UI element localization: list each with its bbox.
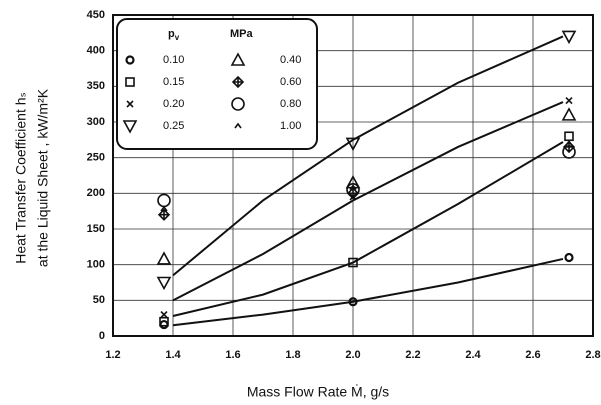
marker bbox=[160, 205, 168, 212]
marker bbox=[565, 97, 573, 105]
y-tick-label: 100 bbox=[87, 259, 105, 271]
y-tick-label: 350 bbox=[87, 80, 105, 92]
marker bbox=[159, 316, 169, 327]
marker bbox=[346, 182, 360, 197]
legend-label: 0.60 bbox=[280, 76, 301, 88]
marker bbox=[157, 208, 171, 221]
legend-box bbox=[116, 18, 318, 150]
marker bbox=[231, 97, 245, 111]
y-tick-label: 200 bbox=[87, 187, 105, 199]
legend-label: 0.25 bbox=[163, 120, 184, 132]
x-tick-label: 2.2 bbox=[405, 349, 420, 361]
x-tick-label: 1.2 bbox=[105, 349, 120, 361]
y-axis-label: Heat Transfer Coefficient hₛ bbox=[13, 92, 29, 264]
marker bbox=[349, 184, 357, 191]
marker bbox=[125, 77, 135, 87]
x-tick-label: 2.4 bbox=[465, 349, 481, 361]
marker bbox=[125, 55, 135, 65]
fit-curve bbox=[172, 101, 564, 302]
marker bbox=[230, 52, 246, 66]
marker bbox=[348, 297, 358, 307]
marker bbox=[159, 319, 169, 330]
legend-label: 0.10 bbox=[163, 54, 184, 66]
y-tick-label: 250 bbox=[87, 152, 105, 164]
legend-title: MPa bbox=[230, 28, 254, 40]
x-tick-label: 2.0 bbox=[345, 349, 360, 361]
legend-label: 0.80 bbox=[280, 98, 301, 110]
x-tick-label: 2.8 bbox=[585, 349, 600, 361]
marker bbox=[231, 75, 245, 89]
x-tick-label: 1.4 bbox=[165, 349, 181, 361]
y-tick-label: 400 bbox=[87, 45, 105, 57]
marker bbox=[345, 137, 361, 152]
x-axis-label: Mass Flow Rate Ṁ, g/s bbox=[247, 383, 389, 400]
marker bbox=[348, 257, 358, 268]
y-tick-label: 0 bbox=[99, 330, 105, 342]
marker bbox=[156, 276, 172, 291]
y-tick-label: 300 bbox=[87, 116, 105, 128]
fit-curve bbox=[172, 257, 564, 327]
marker bbox=[234, 122, 242, 129]
marker bbox=[564, 131, 574, 142]
marker bbox=[346, 187, 360, 200]
legend-label: 0.15 bbox=[163, 76, 184, 88]
marker bbox=[561, 30, 577, 45]
y-axis-label: at the Liquid Sheet , kW/m²K bbox=[35, 88, 51, 267]
x-tick-label: 1.6 bbox=[225, 349, 240, 361]
marker bbox=[565, 140, 573, 146]
marker bbox=[157, 193, 171, 208]
marker bbox=[561, 107, 577, 121]
y-tick-label: 450 bbox=[87, 9, 105, 21]
legend-label: 1.00 bbox=[280, 120, 301, 132]
marker bbox=[156, 251, 172, 265]
y-tick-label: 150 bbox=[87, 223, 105, 235]
marker bbox=[564, 252, 574, 263]
legend-label: 0.20 bbox=[163, 98, 184, 110]
plot-frame bbox=[112, 14, 594, 337]
fit-curve bbox=[172, 35, 564, 277]
marker bbox=[160, 311, 168, 319]
fit-curve bbox=[172, 141, 564, 317]
legend-title: pv bbox=[168, 28, 180, 42]
y-tick-label: 50 bbox=[93, 294, 105, 306]
marker bbox=[126, 100, 134, 108]
legend-label: 0.40 bbox=[280, 54, 301, 66]
x-tick-label: 2.6 bbox=[525, 349, 540, 361]
marker bbox=[122, 120, 138, 134]
x-tick-label: 1.8 bbox=[285, 349, 300, 361]
marker bbox=[562, 145, 576, 159]
